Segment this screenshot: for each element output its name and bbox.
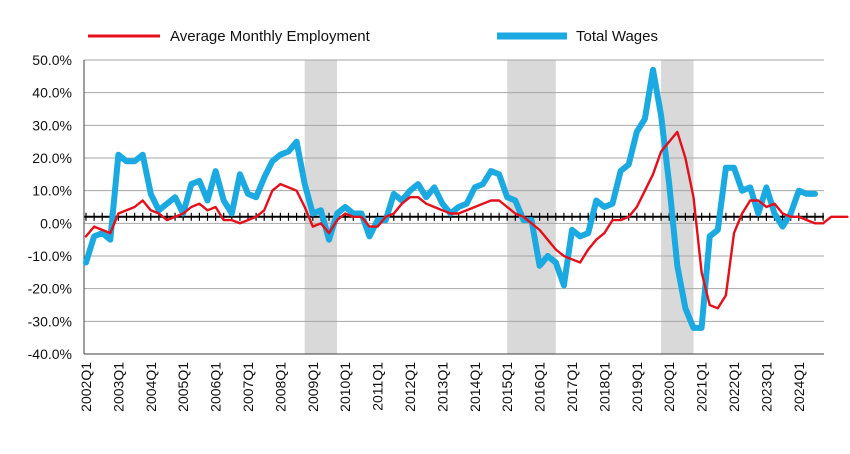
legend: Average Monthly Employment Total Wages bbox=[88, 28, 658, 45]
x-tick-label: 2023Q1 bbox=[758, 362, 774, 412]
x-tick-label: 2019Q1 bbox=[629, 362, 645, 412]
x-tick-label: 2011Q1 bbox=[370, 362, 386, 411]
x-tick-label: 2008Q1 bbox=[272, 362, 288, 412]
y-tick-label: 50.0% bbox=[32, 52, 72, 68]
x-tick-label: 2022Q1 bbox=[726, 362, 742, 412]
recession-band-3 bbox=[661, 60, 694, 354]
x-tick-label: 2006Q1 bbox=[208, 362, 224, 412]
x-tick-label: 2003Q1 bbox=[110, 362, 126, 412]
y-tick-label: -20.0% bbox=[28, 281, 72, 297]
y-tick-label: 20.0% bbox=[32, 150, 72, 166]
y-tick-label: -10.0% bbox=[28, 248, 72, 264]
legend-label-wages: Total Wages bbox=[576, 28, 658, 45]
series-line-employment bbox=[84, 130, 849, 310]
legend-label-employment: Average Monthly Employment bbox=[170, 28, 371, 45]
x-tick-label: 2020Q1 bbox=[661, 362, 677, 412]
x-tick-label: 2010Q1 bbox=[337, 362, 353, 412]
y-tick-label: 10.0% bbox=[32, 183, 72, 199]
x-tick-label: 2018Q1 bbox=[596, 362, 612, 412]
x-tick-label: 2021Q1 bbox=[694, 362, 710, 412]
x-tick-label: 2002Q1 bbox=[78, 362, 94, 412]
series-lines bbox=[83, 66, 849, 331]
x-tick-label: 2013Q1 bbox=[434, 362, 450, 412]
recession-shading-layer bbox=[304, 60, 694, 354]
axes bbox=[83, 60, 824, 355]
recession-band-2 bbox=[507, 60, 556, 354]
x-tick-label: 2017Q1 bbox=[564, 362, 580, 412]
y-tick-label: -30.0% bbox=[28, 313, 72, 329]
x-tick-label: 2024Q1 bbox=[791, 362, 807, 412]
x-tick-label: 2004Q1 bbox=[143, 362, 159, 412]
x-tick-labels: 2002Q1 2003Q1 2004Q1 2005Q1 2006Q1 2007Q1 2008… bbox=[78, 362, 807, 412]
x-tick-label: 2014Q1 bbox=[467, 362, 483, 412]
y-tick-label: 40.0% bbox=[32, 85, 72, 101]
x-tick-label: 2009Q1 bbox=[305, 362, 321, 412]
y-tick-label: 30.0% bbox=[32, 117, 72, 133]
x-tick-label: 2012Q1 bbox=[402, 362, 418, 412]
y-tick-label: -40.0% bbox=[28, 346, 72, 362]
y-tick-label: 0.0% bbox=[40, 215, 72, 231]
x-tick-label: 2007Q1 bbox=[240, 362, 256, 412]
x-tick-label: 2016Q1 bbox=[532, 362, 548, 412]
x-tick-label: 2005Q1 bbox=[175, 362, 191, 412]
y-tick-labels: -40.0% -30.0% -20.0% -10.0% 0.0% 10.0% 20.0% 30… bbox=[28, 52, 72, 362]
x-tick-label: 2015Q1 bbox=[499, 362, 515, 412]
